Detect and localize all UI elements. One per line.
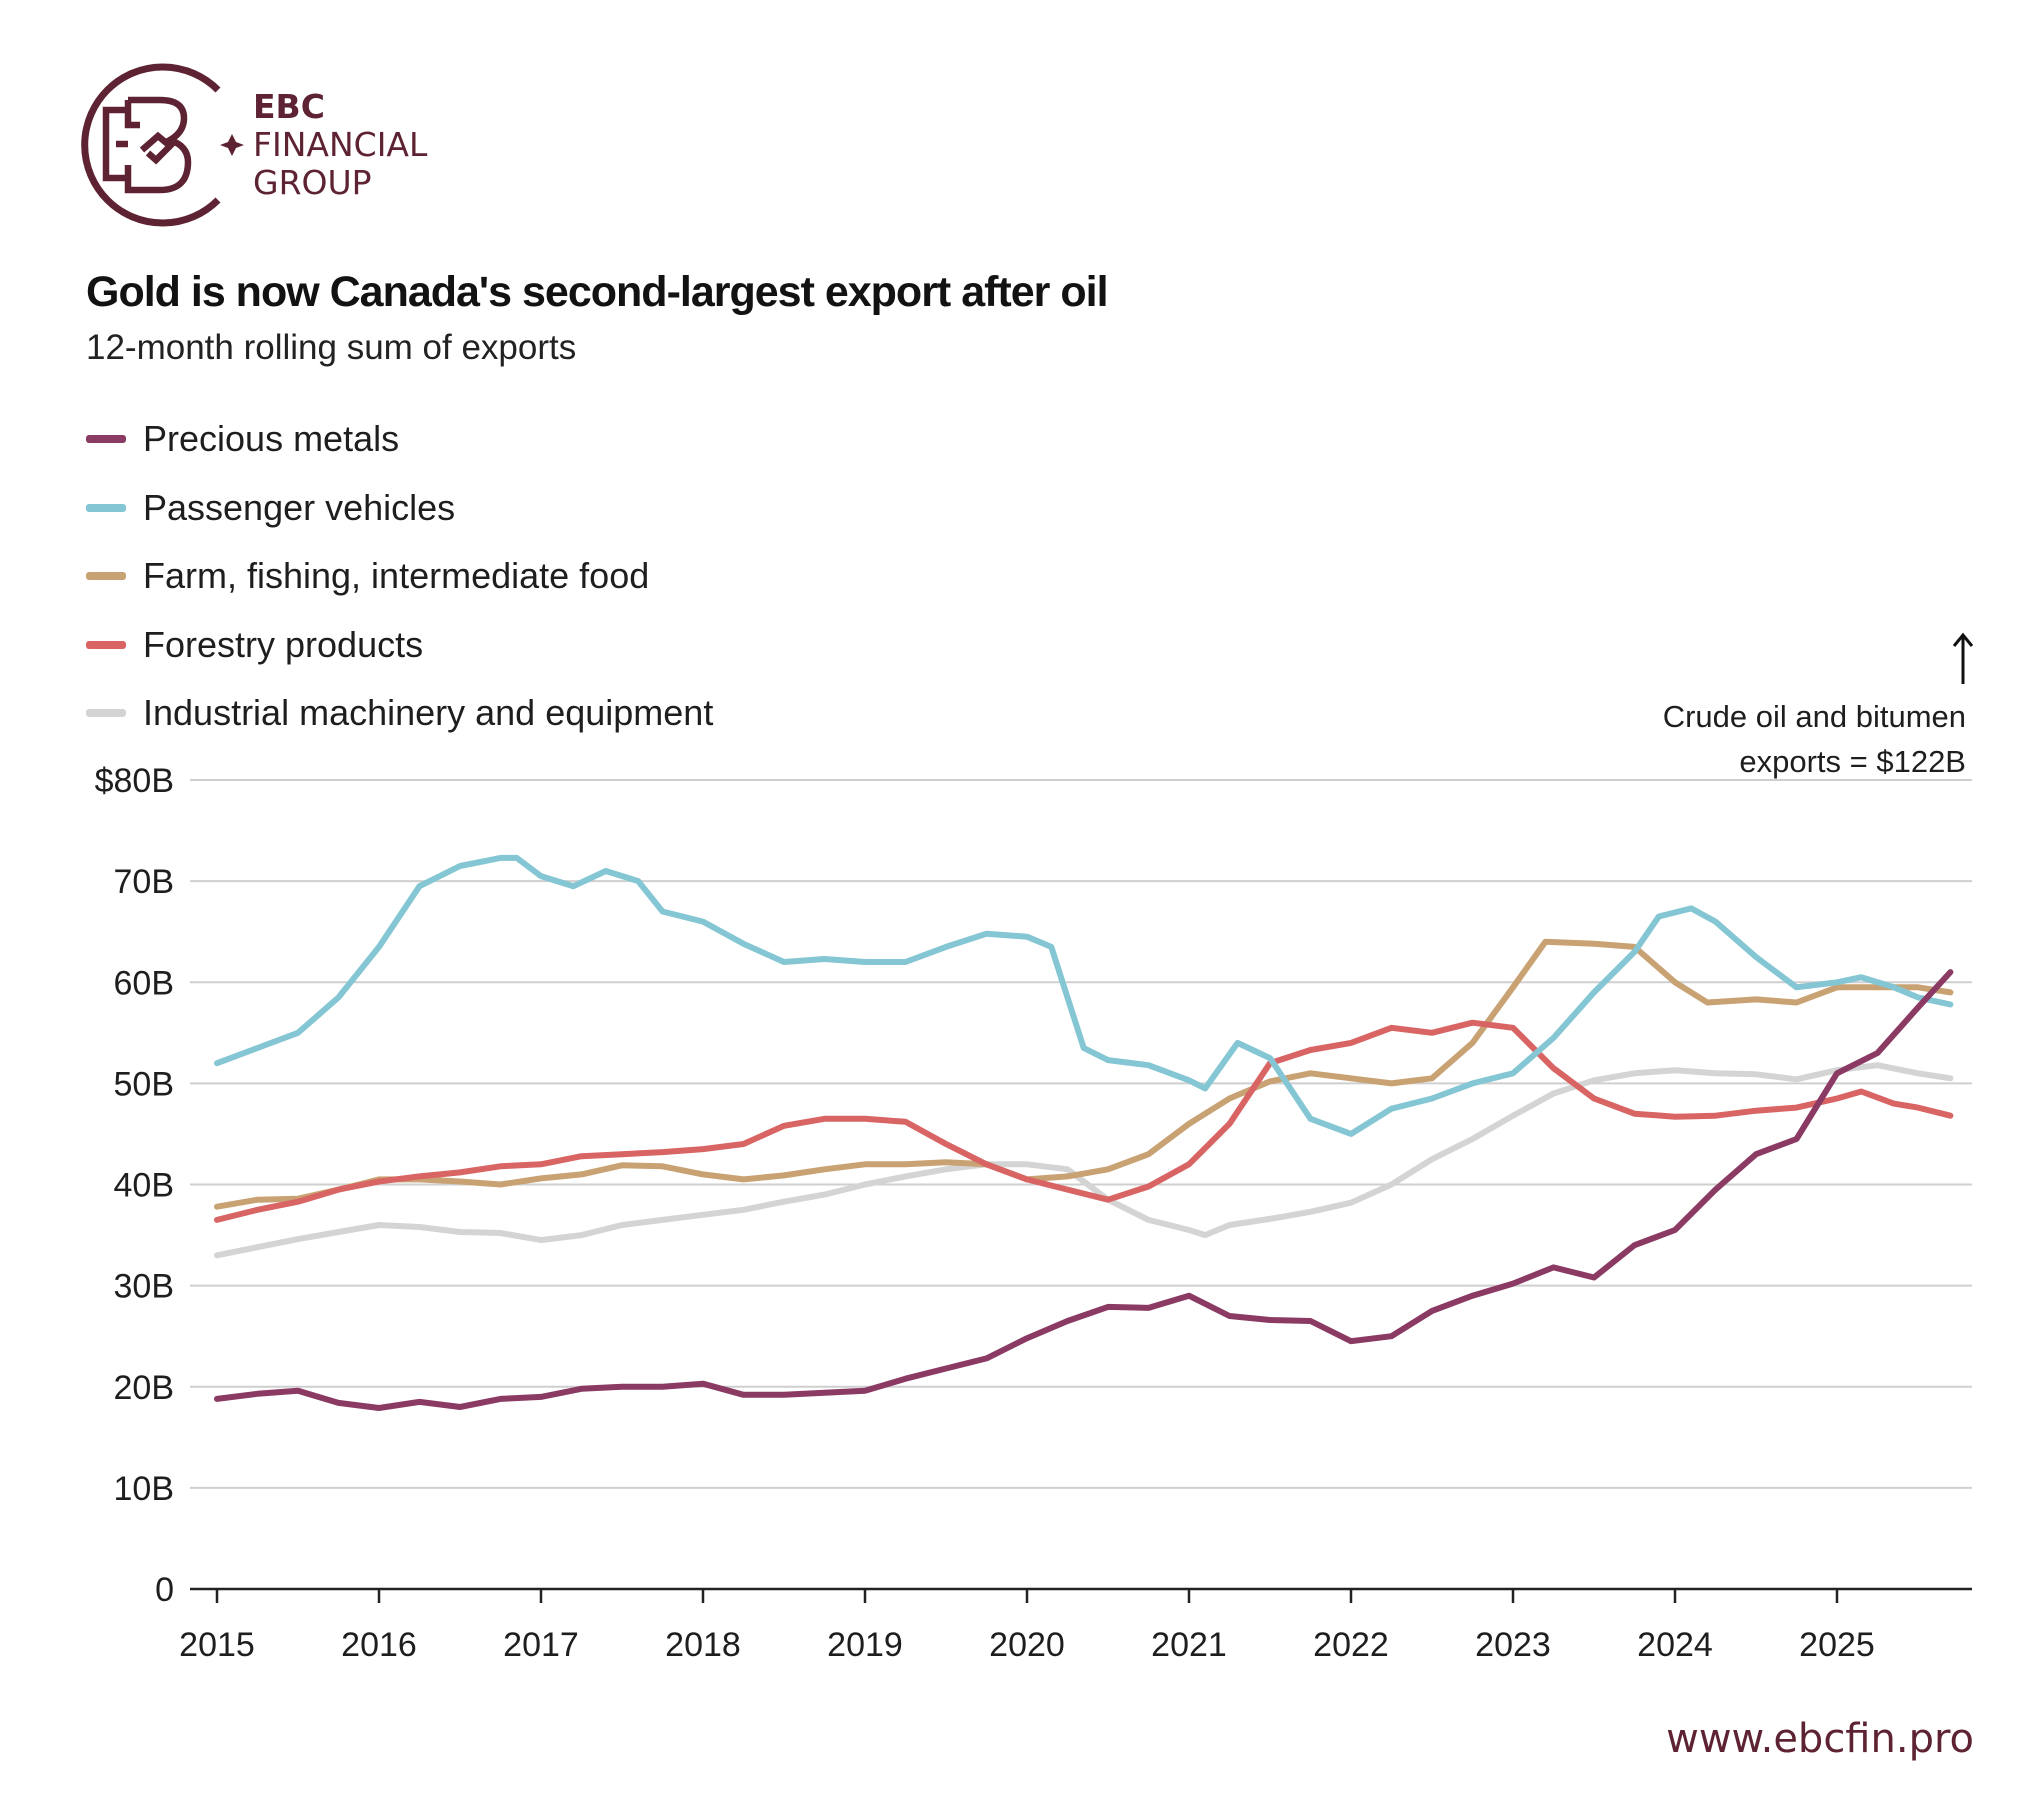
x-tick-label: 2015 <box>179 1626 255 1664</box>
legend-label: Industrial machinery and equipment <box>143 692 714 734</box>
x-tick-label: 2025 <box>1799 1626 1875 1664</box>
legend-item-industrial-machinery: Industrial machinery and equipment <box>86 679 713 748</box>
y-axis-labels: 0 10B 20B 30B 40B 50B 60B 70B $80B <box>95 762 174 1609</box>
x-tick-label: 2019 <box>827 1626 903 1664</box>
legend-swatch <box>86 435 126 444</box>
x-tick-label: 2016 <box>341 1626 417 1664</box>
series-line-precious-metals <box>214 969 1954 1411</box>
up-arrow-icon <box>1952 632 1974 684</box>
x-tick-label: 2022 <box>1313 1626 1389 1664</box>
y-tick-label: 20B <box>114 1369 175 1407</box>
x-tick-label: 2021 <box>1151 1626 1227 1664</box>
brand-line-2: FINANCIAL <box>253 125 428 164</box>
legend-item-forestry: Forestry products <box>86 611 713 680</box>
legend-swatch <box>86 709 126 718</box>
series-line-farm-fishing-intermediate-food <box>214 938 1954 1210</box>
annotation-line-2: exports = $122B <box>1739 744 1966 779</box>
x-tick-label: 2017 <box>503 1626 579 1664</box>
legend-item-passenger-vehicles: Passenger vehicles <box>86 474 713 543</box>
oil-annotation: Crude oil and bitumen exports = $122B <box>1663 694 1966 784</box>
brand-line-3: GROUP <box>253 163 372 202</box>
y-tick-label: $80B <box>95 762 174 800</box>
x-tick-label: 2024 <box>1637 1626 1713 1664</box>
legend-item-precious-metals: Precious metals <box>86 405 713 474</box>
brand-name: EBC FINANCIAL GROUP <box>253 88 427 202</box>
y-tick-label: 40B <box>114 1167 175 1205</box>
chart-subtitle: 12-month rolling sum of exports <box>86 328 577 367</box>
series-line-industrial-machinery-and-equipment <box>214 1062 1954 1259</box>
y-tick-label: 70B <box>114 863 175 901</box>
legend-swatch <box>86 503 126 512</box>
gridlines <box>190 779 1972 1489</box>
x-tick-label: 2023 <box>1475 1626 1551 1664</box>
legend-label: Farm, fishing, intermediate food <box>143 555 650 597</box>
x-tick-label: 2018 <box>665 1626 741 1664</box>
brand-line-1: EBC <box>253 87 325 126</box>
series-line-forestry-products <box>214 1019 1954 1223</box>
legend-item-farm-food: Farm, fishing, intermediate food <box>86 542 713 611</box>
legend-swatch <box>86 572 126 581</box>
y-tick-label: 60B <box>114 964 175 1002</box>
y-tick-label: 30B <box>114 1268 175 1306</box>
y-tick-label: 0 <box>155 1571 174 1609</box>
x-axis: 2015 2016 2017 2018 2019 2020 2021 2022 2023 2024… <box>179 1587 1972 1664</box>
annotation-line-1: Crude oil and bitumen <box>1662 699 1966 734</box>
x-tick-label: 2020 <box>989 1626 1065 1664</box>
legend-label: Precious metals <box>143 418 400 460</box>
footer-url[interactable]: www.ebcfin.pro <box>1666 1716 1974 1762</box>
legend-label: Passenger vehicles <box>143 486 456 528</box>
series-line-passenger-vehicles <box>214 854 1954 1137</box>
legend: Precious metals Passenger vehicles Farm,… <box>86 405 713 748</box>
y-tick-label: 50B <box>114 1065 175 1103</box>
series-lines <box>214 854 1954 1411</box>
y-tick-label: 10B <box>114 1470 175 1508</box>
ebc-logo-icon <box>81 63 244 227</box>
legend-label: Forestry products <box>143 623 424 665</box>
legend-swatch <box>86 640 126 649</box>
chart-title: Gold is now Canada's second-largest expo… <box>86 268 1109 316</box>
